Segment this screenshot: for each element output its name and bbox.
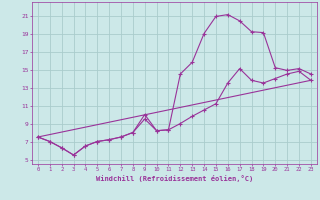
X-axis label: Windchill (Refroidissement éolien,°C): Windchill (Refroidissement éolien,°C) — [96, 175, 253, 182]
